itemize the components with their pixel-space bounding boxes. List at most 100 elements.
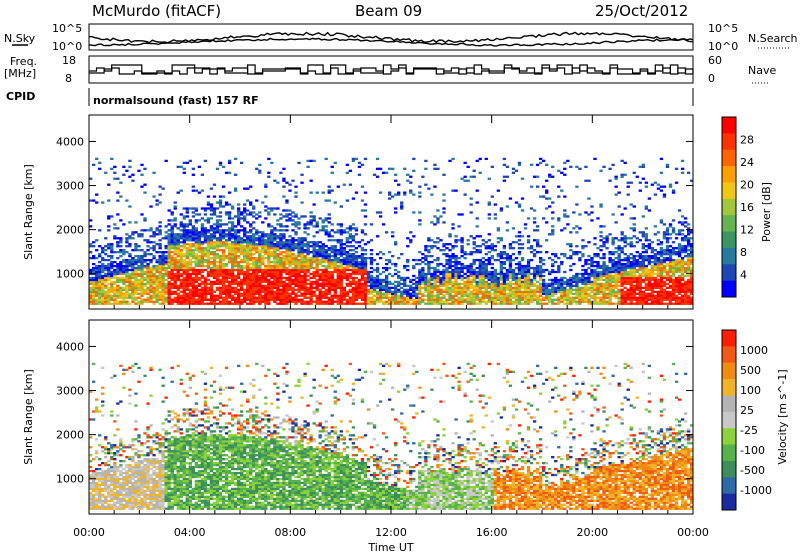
range-cell [173, 219, 177, 222]
range-cell [354, 302, 359, 305]
range-cell [478, 276, 482, 280]
range-cell [224, 288, 229, 292]
range-cell [110, 256, 114, 260]
range-cell [493, 294, 497, 297]
range-cell [230, 251, 235, 254]
range-cell [427, 249, 431, 252]
range-cell [315, 280, 319, 284]
range-cell [312, 276, 316, 280]
range-cell [149, 276, 153, 280]
range-cell [230, 278, 235, 282]
range-cell [131, 298, 135, 301]
range-cell [381, 296, 386, 299]
range-cell [218, 229, 223, 232]
range-cell [499, 268, 504, 272]
range-cell [342, 247, 346, 250]
range-cell [173, 217, 177, 220]
range-cell [276, 237, 280, 240]
range-cell [345, 274, 350, 278]
range-cell [514, 294, 519, 297]
range-cell [149, 288, 153, 292]
range-cell [240, 272, 244, 276]
range-cell [348, 241, 353, 244]
range-cell [318, 268, 322, 272]
range-cell [288, 235, 292, 238]
range-cell [143, 270, 147, 274]
range-cell [336, 296, 340, 299]
range-cell [602, 165, 606, 168]
range-cell [140, 278, 144, 282]
range-cell [291, 260, 295, 264]
range-cell [557, 288, 561, 292]
range-cell [321, 280, 325, 284]
range-cell [209, 262, 214, 266]
range-cell [460, 270, 464, 274]
range-cell [466, 286, 470, 290]
range-cell [587, 300, 591, 303]
range-cell [297, 274, 301, 278]
range-cell [303, 302, 307, 305]
range-cell [161, 268, 165, 272]
range-cell [188, 260, 192, 264]
range-cell [200, 235, 205, 238]
range-cell [282, 296, 286, 299]
range-cell [599, 272, 603, 276]
range-cell [406, 173, 410, 176]
range-cell [236, 203, 241, 206]
range-cell [98, 245, 102, 248]
range-cell [89, 280, 93, 284]
range-cell [418, 223, 422, 226]
range-cell [321, 272, 325, 276]
range-cell [342, 298, 346, 301]
range-cell [469, 284, 473, 288]
range-cell [206, 217, 211, 220]
range-cell [306, 288, 310, 292]
range-cell [448, 286, 452, 290]
range-cell [119, 286, 123, 290]
range-cell [523, 274, 528, 278]
range-cell [291, 298, 295, 301]
range-cell [324, 233, 328, 236]
range-cell [315, 272, 319, 276]
range-cell [161, 282, 165, 286]
range-cell [203, 239, 208, 242]
range-cell [92, 298, 96, 301]
range-cell [348, 298, 353, 301]
range-cell [258, 256, 262, 260]
range-cell [430, 298, 434, 301]
range-cell [511, 296, 516, 299]
range-cell [605, 284, 609, 288]
range-cell [128, 294, 132, 297]
range-cell [188, 300, 192, 303]
range-cell [285, 253, 289, 256]
range-cell [230, 280, 235, 284]
range-cell [514, 256, 519, 260]
range-cell [146, 270, 150, 274]
range-cell [258, 262, 262, 266]
range-cell [203, 235, 208, 238]
range-cell [472, 276, 476, 280]
range-cell [300, 298, 304, 301]
range-cell [236, 256, 241, 260]
range-cell [197, 276, 202, 280]
range-cell [110, 276, 114, 280]
range-cell [143, 251, 147, 254]
range-cell [336, 223, 340, 226]
range-cell [517, 290, 522, 293]
range-cell [460, 292, 464, 295]
range-cell [587, 298, 591, 301]
range-cell [487, 272, 491, 276]
range-cell [496, 276, 501, 280]
range-cell [209, 241, 214, 244]
range-cell [249, 284, 253, 288]
range-cell [505, 175, 510, 178]
range-cell [460, 302, 464, 305]
range-cell [221, 296, 226, 299]
range-cell [478, 274, 482, 278]
range-cell [318, 278, 322, 282]
range-cell [357, 294, 362, 297]
range-cell [137, 256, 141, 260]
range-cell [236, 270, 241, 274]
range-cell [270, 243, 274, 246]
range-cell [179, 165, 183, 168]
